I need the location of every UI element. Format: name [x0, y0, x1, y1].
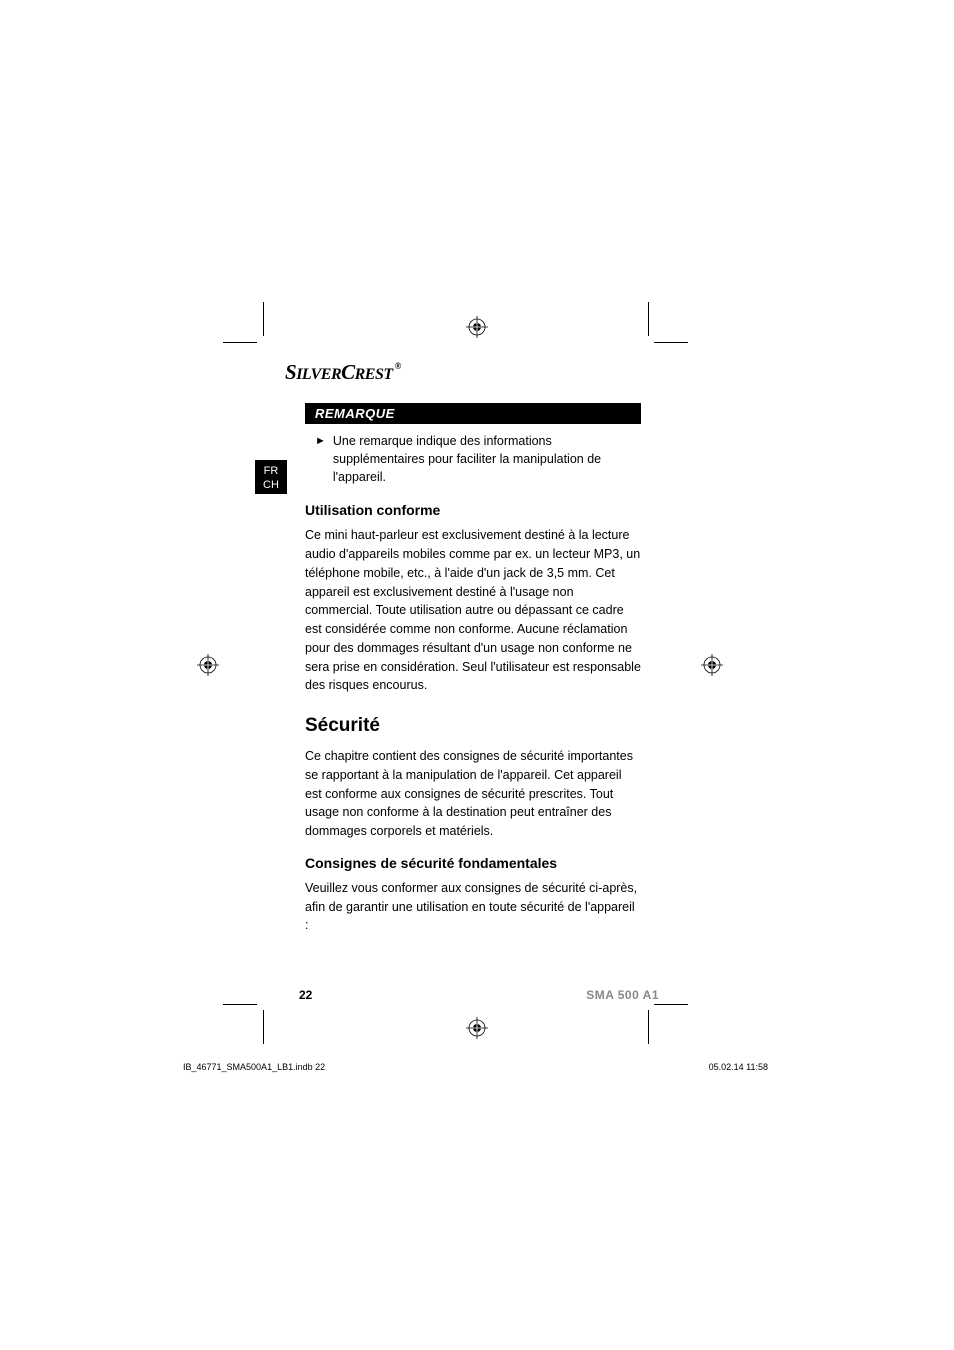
registration-mark-icon — [466, 316, 488, 338]
model-number: SMA 500 A1 — [586, 988, 659, 1002]
brand-logo: SILVERCREST ® — [285, 360, 675, 385]
registered-mark: ® — [395, 361, 402, 371]
imprint-file: IB_46771_SMA500A1_LB1.indb 22 — [183, 1062, 325, 1072]
imprint-date: 05.02.14 11:58 — [709, 1062, 768, 1072]
body-securite: Ce chapitre contient des consignes de sé… — [305, 747, 641, 841]
heading-utilisation: Utilisation conforme — [305, 502, 675, 518]
lang-line-2: CH — [255, 478, 287, 492]
page-number: 22 — [299, 988, 312, 1002]
lang-line-1: FR — [255, 464, 287, 478]
heading-securite: Sécurité — [305, 715, 675, 737]
registration-mark-icon — [197, 654, 219, 676]
crop-mark-br — [648, 1004, 688, 1044]
remark-body: ► Une remarque indique des informations … — [305, 424, 641, 496]
remark-text: Une remarque indique des informations su… — [333, 432, 631, 486]
page-footer: 22 SMA 500 A1 — [299, 988, 659, 1002]
registration-mark-icon — [701, 654, 723, 676]
remark-heading: REMARQUE — [305, 403, 641, 424]
bullet-arrow-icon: ► — [315, 432, 326, 486]
heading-consignes: Consignes de sécurité fondamentales — [305, 855, 675, 871]
imprint-line: IB_46771_SMA500A1_LB1.indb 22 05.02.14 1… — [183, 1062, 768, 1072]
body-utilisation: Ce mini haut-parleur est exclusivement d… — [305, 526, 641, 695]
body-consignes: Veuillez vous conformer aux consignes de… — [305, 879, 641, 935]
crop-mark-bl — [223, 1004, 263, 1044]
language-tab: FR CH — [255, 460, 287, 494]
crop-mark-tr — [648, 302, 688, 342]
page-content: SILVERCREST ® REMARQUE ► Une remarque in… — [285, 360, 675, 949]
registration-mark-icon — [466, 1017, 488, 1039]
crop-mark-tl — [223, 302, 263, 342]
